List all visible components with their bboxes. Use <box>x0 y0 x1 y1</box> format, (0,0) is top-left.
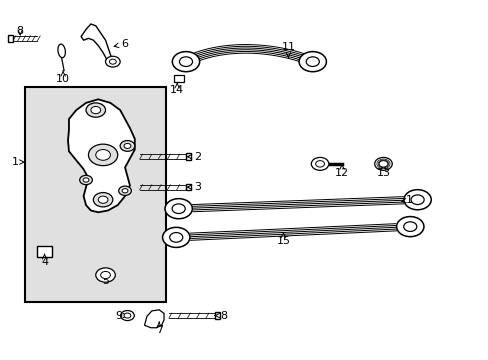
Circle shape <box>403 190 430 210</box>
Text: 8: 8 <box>214 311 227 320</box>
Circle shape <box>109 59 116 64</box>
Circle shape <box>172 51 199 72</box>
Circle shape <box>96 149 110 160</box>
Circle shape <box>299 51 326 72</box>
Text: 12: 12 <box>334 165 348 178</box>
Text: 8: 8 <box>17 26 24 36</box>
Bar <box>37 246 52 257</box>
Circle shape <box>162 227 189 247</box>
Bar <box>185 153 190 160</box>
Text: 13: 13 <box>376 165 390 178</box>
Circle shape <box>119 186 131 195</box>
Circle shape <box>101 271 110 279</box>
Circle shape <box>88 144 118 166</box>
Circle shape <box>121 311 134 320</box>
Circle shape <box>410 195 423 204</box>
Circle shape <box>179 57 192 67</box>
Text: 9: 9 <box>115 311 128 320</box>
Polygon shape <box>68 99 135 212</box>
Text: 14: 14 <box>170 82 184 95</box>
Circle shape <box>105 56 120 67</box>
Text: 4: 4 <box>41 255 48 267</box>
Circle shape <box>124 143 131 148</box>
Circle shape <box>83 178 89 182</box>
Text: 1: 1 <box>12 157 24 167</box>
Text: 10: 10 <box>56 71 70 84</box>
Circle shape <box>311 157 328 170</box>
Circle shape <box>172 204 185 213</box>
Ellipse shape <box>58 44 65 58</box>
Circle shape <box>305 57 319 67</box>
Text: 16: 16 <box>401 195 419 205</box>
Circle shape <box>80 175 92 185</box>
Circle shape <box>169 233 183 242</box>
Circle shape <box>98 196 108 203</box>
Polygon shape <box>81 24 113 65</box>
Circle shape <box>403 222 416 231</box>
Bar <box>215 312 220 319</box>
Circle shape <box>124 313 131 318</box>
Polygon shape <box>144 310 163 328</box>
Circle shape <box>374 157 391 170</box>
Circle shape <box>164 199 192 219</box>
Circle shape <box>93 193 113 207</box>
Circle shape <box>122 189 128 193</box>
Circle shape <box>86 103 105 117</box>
Circle shape <box>396 217 423 237</box>
Circle shape <box>378 161 387 167</box>
Bar <box>25 87 166 302</box>
Text: 7: 7 <box>155 322 163 335</box>
Circle shape <box>120 140 135 151</box>
Circle shape <box>91 107 101 114</box>
Bar <box>173 75 183 82</box>
Bar <box>8 35 13 41</box>
Text: 6: 6 <box>114 39 128 49</box>
Bar <box>185 184 190 190</box>
Circle shape <box>96 268 115 282</box>
Text: 3: 3 <box>187 182 201 192</box>
Text: 5: 5 <box>102 273 109 286</box>
Text: 2: 2 <box>187 152 202 162</box>
Circle shape <box>315 161 324 167</box>
Text: 11: 11 <box>281 42 295 58</box>
Text: 15: 15 <box>276 233 290 246</box>
